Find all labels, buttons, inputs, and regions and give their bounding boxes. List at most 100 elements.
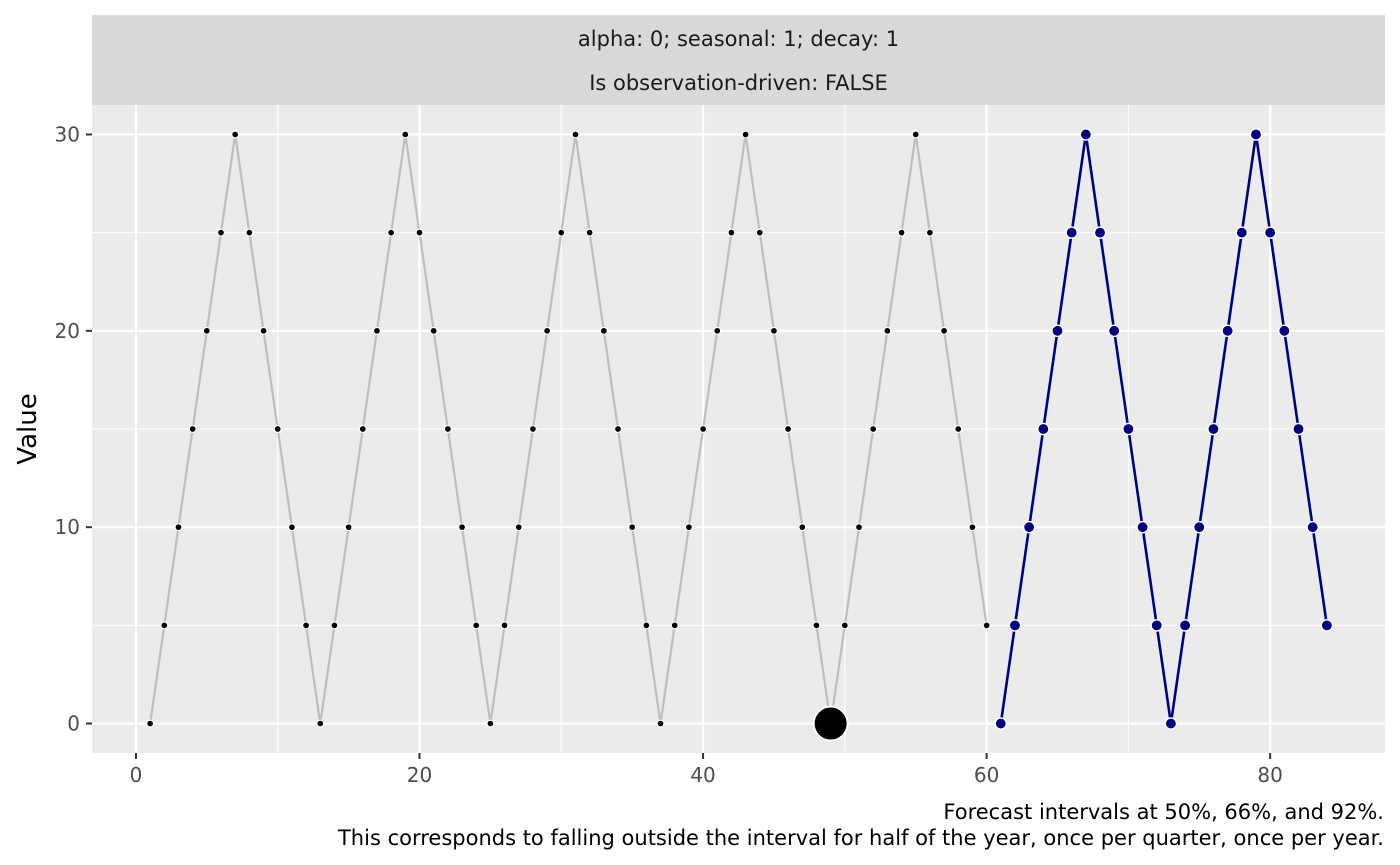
forecast-data-point bbox=[1051, 324, 1064, 338]
history-data-point bbox=[954, 425, 963, 433]
history-data-point bbox=[784, 425, 793, 433]
forecast-data-point bbox=[1122, 422, 1135, 436]
history-data-point bbox=[472, 621, 481, 630]
history-data-point bbox=[699, 425, 708, 433]
history-data-point bbox=[755, 228, 764, 237]
y-axis: 0 10 20 30 bbox=[55, 122, 92, 736]
grid-major bbox=[92, 105, 1385, 753]
y-tick-label: 20 bbox=[55, 319, 80, 343]
history-data-point bbox=[358, 425, 367, 433]
history-data-point bbox=[174, 523, 183, 532]
y-tick-label: 0 bbox=[67, 712, 80, 736]
forecast-data-point bbox=[1278, 324, 1291, 338]
forecast-series-line bbox=[999, 133, 1329, 725]
history-data-point bbox=[897, 228, 906, 237]
history-data-point bbox=[401, 130, 410, 139]
forecast-data-point bbox=[1037, 422, 1050, 436]
history-data-point bbox=[741, 130, 750, 139]
history-data-point bbox=[656, 719, 665, 728]
history-data-point bbox=[940, 326, 949, 335]
caption-line1: Forecast intervals at 50%, 66%, and 92%. bbox=[943, 800, 1384, 824]
forecast-data-point bbox=[1150, 619, 1164, 632]
history-data-point bbox=[543, 326, 552, 335]
history-data-point bbox=[925, 228, 934, 237]
caption-line2: This corresponds to falling outside the … bbox=[337, 826, 1384, 850]
history-data-point bbox=[642, 621, 651, 630]
forecast-data-point bbox=[1079, 128, 1093, 141]
history-data-point bbox=[146, 719, 155, 728]
history-data-point bbox=[486, 719, 495, 728]
history-data-point bbox=[769, 326, 778, 335]
forecast-data-point bbox=[1065, 226, 1078, 239]
history-data-point bbox=[217, 228, 225, 237]
x-axis: 0 20 40 60 80 bbox=[130, 753, 1283, 787]
forecast-data-point bbox=[1107, 324, 1121, 338]
forecast-data-point bbox=[1136, 520, 1149, 534]
history-data-point bbox=[670, 621, 679, 630]
history-data-point bbox=[684, 523, 693, 532]
history-data-point bbox=[812, 621, 821, 630]
y-tick-label: 30 bbox=[55, 122, 80, 146]
history-data-point bbox=[869, 425, 878, 433]
history-data-point bbox=[855, 523, 863, 532]
history-data-point bbox=[387, 228, 396, 237]
forecast-data-point bbox=[1320, 619, 1334, 632]
forecast-data-point bbox=[1221, 324, 1234, 338]
forecast-data-point bbox=[1022, 520, 1036, 534]
x-tick-label: 60 bbox=[974, 763, 999, 787]
strip-label-line2: Is observation-driven: FALSE bbox=[589, 71, 888, 95]
history-data-point bbox=[628, 523, 637, 532]
history-data-point bbox=[528, 425, 537, 433]
history-data-point bbox=[911, 130, 920, 139]
strip-label-line1: alpha: 0; seasonal: 1; decay: 1 bbox=[578, 27, 899, 51]
history-data-point bbox=[840, 621, 849, 630]
history-data-point bbox=[188, 425, 197, 433]
y-tick-label: 10 bbox=[55, 515, 80, 539]
history-data-point bbox=[798, 523, 807, 532]
history-data-point bbox=[443, 425, 452, 433]
history-data-point bbox=[727, 228, 736, 237]
history-data-point bbox=[429, 326, 438, 335]
history-data-point bbox=[982, 621, 991, 630]
y-axis-title: Value bbox=[13, 393, 43, 464]
history-data-point bbox=[273, 425, 282, 433]
forecast-data-point bbox=[1235, 226, 1249, 239]
forecast-data-point bbox=[1249, 128, 1263, 141]
forecast-data-point bbox=[1207, 422, 1220, 436]
forecast-data-point bbox=[1178, 619, 1192, 632]
history-data-point bbox=[968, 523, 977, 532]
forecast-data-point bbox=[1093, 226, 1107, 239]
history-data-point bbox=[316, 719, 325, 728]
history-series-line bbox=[149, 133, 988, 725]
history-data-point bbox=[514, 523, 523, 532]
history-data-point bbox=[614, 425, 622, 433]
history-data-point bbox=[373, 326, 381, 335]
history-data-point bbox=[160, 621, 169, 630]
forecast-data-point bbox=[1292, 422, 1305, 436]
highlight-point bbox=[812, 705, 849, 742]
history-data-point bbox=[245, 228, 254, 237]
history-data-point bbox=[458, 523, 466, 532]
forecast-data-point bbox=[1008, 619, 1022, 632]
history-data-point bbox=[571, 130, 580, 139]
history-data-point bbox=[287, 523, 296, 532]
history-data-point bbox=[557, 228, 566, 237]
x-tick-label: 80 bbox=[1257, 763, 1282, 787]
forecast-data-point bbox=[1164, 717, 1178, 730]
history-data-point bbox=[344, 523, 353, 532]
forecast-data-point bbox=[1263, 226, 1277, 239]
x-tick-label: 40 bbox=[690, 763, 715, 787]
series-layer bbox=[146, 128, 1334, 742]
history-data-point bbox=[883, 326, 892, 335]
history-data-point bbox=[415, 228, 424, 237]
strip-background bbox=[92, 15, 1385, 105]
x-tick-label: 0 bbox=[130, 763, 143, 787]
history-data-point bbox=[231, 130, 240, 139]
history-data-point bbox=[330, 621, 339, 630]
history-data-point bbox=[202, 326, 211, 335]
forecast-data-point bbox=[1306, 520, 1319, 534]
history-data-point bbox=[259, 326, 268, 335]
history-data-point bbox=[713, 326, 722, 335]
history-data-point bbox=[500, 621, 509, 630]
